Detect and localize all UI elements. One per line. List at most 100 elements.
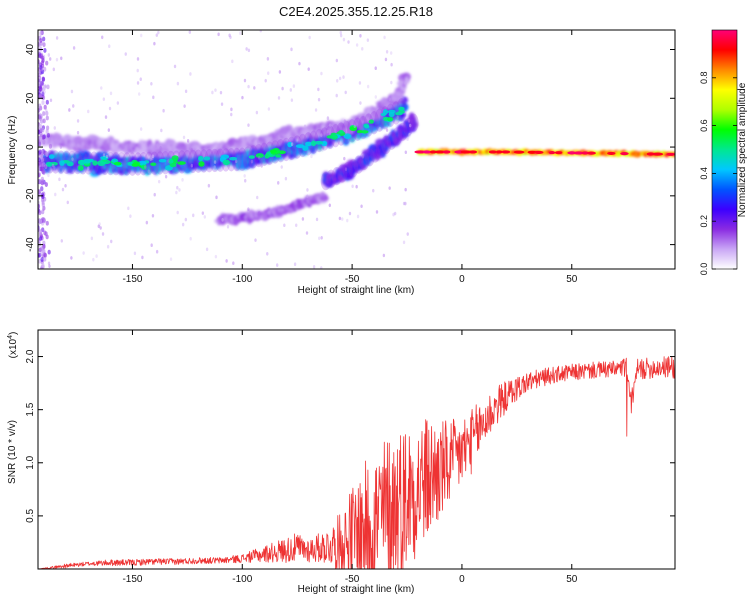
spectrogram-peak xyxy=(77,165,84,171)
spectrogram-noise xyxy=(344,167,348,171)
spectrogram-noise xyxy=(326,116,330,120)
spectrogram-cell xyxy=(409,121,419,129)
spectrogram-halo xyxy=(352,117,363,141)
colorbar-tick-label: 0.8 xyxy=(699,72,709,85)
spectrogram-noise xyxy=(229,35,232,40)
spectrogram-peak xyxy=(255,153,264,158)
spectrogram-halo xyxy=(237,147,248,171)
spectrogram-noise xyxy=(256,140,260,145)
spectrogram-noise xyxy=(382,253,386,258)
spectrogram-noise xyxy=(255,110,259,115)
spectrogram-noise xyxy=(160,128,163,133)
spectrogram-cell xyxy=(384,122,392,127)
snr-x-ticks: -150 -100 -50 0 50 xyxy=(122,330,578,585)
spectrogram-noise xyxy=(53,126,56,130)
spectrogram-noise xyxy=(404,201,407,206)
spectrogram-noise xyxy=(47,261,51,266)
spectrogram-noise xyxy=(136,68,139,73)
spectrogram-noise xyxy=(244,178,247,183)
spectrogram-peak xyxy=(548,150,556,155)
spectrogram-noise xyxy=(247,84,250,89)
spectrogram-noise xyxy=(342,75,345,79)
spectrogram-noise xyxy=(44,84,47,88)
spectrogram-noise xyxy=(116,101,120,105)
spectrogram-noise xyxy=(221,218,224,222)
spectrogram-noise xyxy=(45,108,48,113)
spectrogram-noise xyxy=(41,262,45,268)
spectrogram-peak xyxy=(305,141,312,147)
spectrogram-noise xyxy=(178,188,181,192)
spectrogram-noise xyxy=(303,124,307,129)
spectrogram-noise xyxy=(124,52,127,56)
spectrogram-noise xyxy=(87,109,90,114)
spectrogram-noise xyxy=(70,89,74,94)
snr-scale-close: ) xyxy=(8,332,19,335)
spectrogram-peak xyxy=(488,150,497,154)
spectrogram-peak xyxy=(100,156,109,160)
spectrogram-peak xyxy=(150,162,157,167)
spectrogram-noise xyxy=(137,92,141,96)
spectrogram-peak xyxy=(79,159,85,166)
spectrogram-peak xyxy=(395,111,403,116)
spectrogram-noise xyxy=(110,239,113,244)
spectrogram-noise xyxy=(176,185,179,190)
spectrogram-noise xyxy=(338,76,342,81)
spectrogram-halo xyxy=(392,127,403,146)
spectrogram-peak xyxy=(349,126,358,132)
spectrogram-noise xyxy=(41,95,46,100)
spectrogram-noise xyxy=(335,58,339,63)
spectrogram-noise xyxy=(43,104,47,110)
snr-scale-label: (x104) xyxy=(7,332,19,359)
spectrogram-noise xyxy=(328,203,332,208)
spectrogram-noise xyxy=(320,133,323,137)
spectrogram-noise xyxy=(45,129,49,134)
spectrogram-noise xyxy=(164,174,168,179)
spectrogram-noise xyxy=(389,51,393,55)
spectrogram-noise xyxy=(144,165,147,169)
spectrogram-noise xyxy=(38,89,41,94)
spectrogram-noise xyxy=(404,81,407,85)
spectrogram-noise xyxy=(41,134,45,140)
spectrogram-noise xyxy=(393,211,397,216)
spectrogram-noise xyxy=(38,72,41,78)
spectrogram-noise xyxy=(54,192,57,197)
spectrogram-noise xyxy=(254,238,257,242)
spectrogram-noise xyxy=(289,88,292,92)
spectrogram-halo xyxy=(320,172,331,191)
spectrogram-halo xyxy=(375,140,386,159)
spectrogram-noise xyxy=(205,247,209,252)
spectrogram-noise xyxy=(298,61,301,66)
spectrogram-noise xyxy=(68,108,71,112)
spectrogram-halo xyxy=(209,148,220,173)
spectrogram-noise xyxy=(306,188,309,192)
spectrogram-peak xyxy=(343,133,352,139)
spectrogram-noise xyxy=(181,178,184,182)
spectrogram-noise xyxy=(390,80,393,85)
spectrogram-noise xyxy=(38,103,42,109)
spectrogram-noise xyxy=(55,57,59,62)
spectrogram-noise xyxy=(139,77,142,82)
spectrogram-noise xyxy=(226,225,230,229)
spectrogram-noise xyxy=(201,211,205,215)
spectrogram-noise xyxy=(99,226,102,230)
spectrogram-noise xyxy=(45,152,49,157)
spectrogram-peak xyxy=(198,155,204,162)
spectrogram-noise xyxy=(42,42,46,48)
spectrogram-x-tick-label: -150 xyxy=(122,274,142,285)
spectrogram-cell xyxy=(358,120,363,130)
spectrogram-noise xyxy=(215,195,218,200)
spectrogram-noise xyxy=(320,266,323,269)
spectrogram-noise xyxy=(48,264,51,268)
spectrogram-noise xyxy=(312,265,316,269)
colorbar-tick-label: 0.2 xyxy=(699,215,709,228)
spectrogram-noise xyxy=(290,142,294,147)
spectrogram-noise xyxy=(186,139,190,143)
spectrogram-y-ticks: -40 -20 0 20 40 xyxy=(25,44,675,252)
spectrogram-noise xyxy=(98,222,101,226)
spectrogram-noise xyxy=(38,218,42,224)
spectrogram-peak xyxy=(248,155,255,159)
spectrogram-noise xyxy=(321,145,325,150)
spectrogram-noise xyxy=(317,87,320,92)
spectrogram-noise xyxy=(102,153,106,157)
spectrogram-peak xyxy=(295,144,305,149)
